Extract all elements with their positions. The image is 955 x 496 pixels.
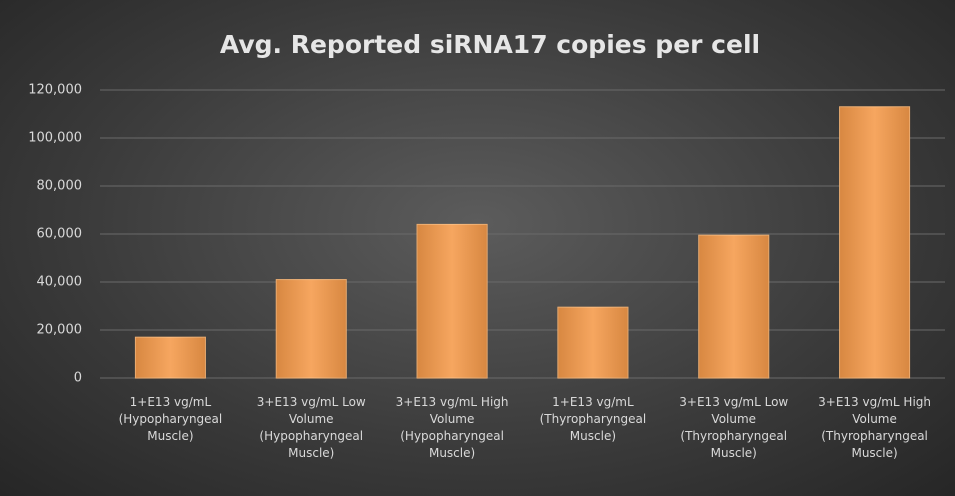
bar — [134, 336, 206, 379]
x-tick-label: 3+E13 vg/mL Low Volume (Thyropharyngeal … — [679, 395, 789, 460]
x-tick-label: 3+E13 vg/mL High Volume (Thyropharyngeal… — [818, 395, 932, 460]
y-tick-label: 100,000 — [28, 131, 82, 146]
bar — [839, 106, 911, 379]
y-tick-label: 20,000 — [37, 323, 83, 338]
bar — [557, 306, 629, 379]
chart-title: Avg. Reported siRNA17 copies per cell — [220, 30, 760, 59]
bar — [275, 279, 347, 379]
y-tick-label: 40,000 — [37, 275, 83, 290]
bar — [416, 223, 488, 379]
x-tick-label: 3+E13 vg/mL Low Volume (Hypopharyngeal M… — [256, 395, 366, 460]
y-tick-label: 60,000 — [37, 227, 83, 242]
x-tick-label: 1+E13 vg/mL (Hypopharyngeal Muscle) — [118, 395, 223, 443]
bar — [698, 234, 770, 379]
y-tick-label: 120,000 — [28, 83, 82, 98]
x-tick-label: 1+E13 vg/mL (Thyropharyngeal Muscle) — [539, 395, 647, 443]
x-tick-label: 3+E13 vg/mL High Volume (Hypopharyngeal … — [395, 395, 509, 460]
y-tick-label: 80,000 — [37, 179, 83, 194]
y-tick-label: 0 — [74, 371, 82, 386]
